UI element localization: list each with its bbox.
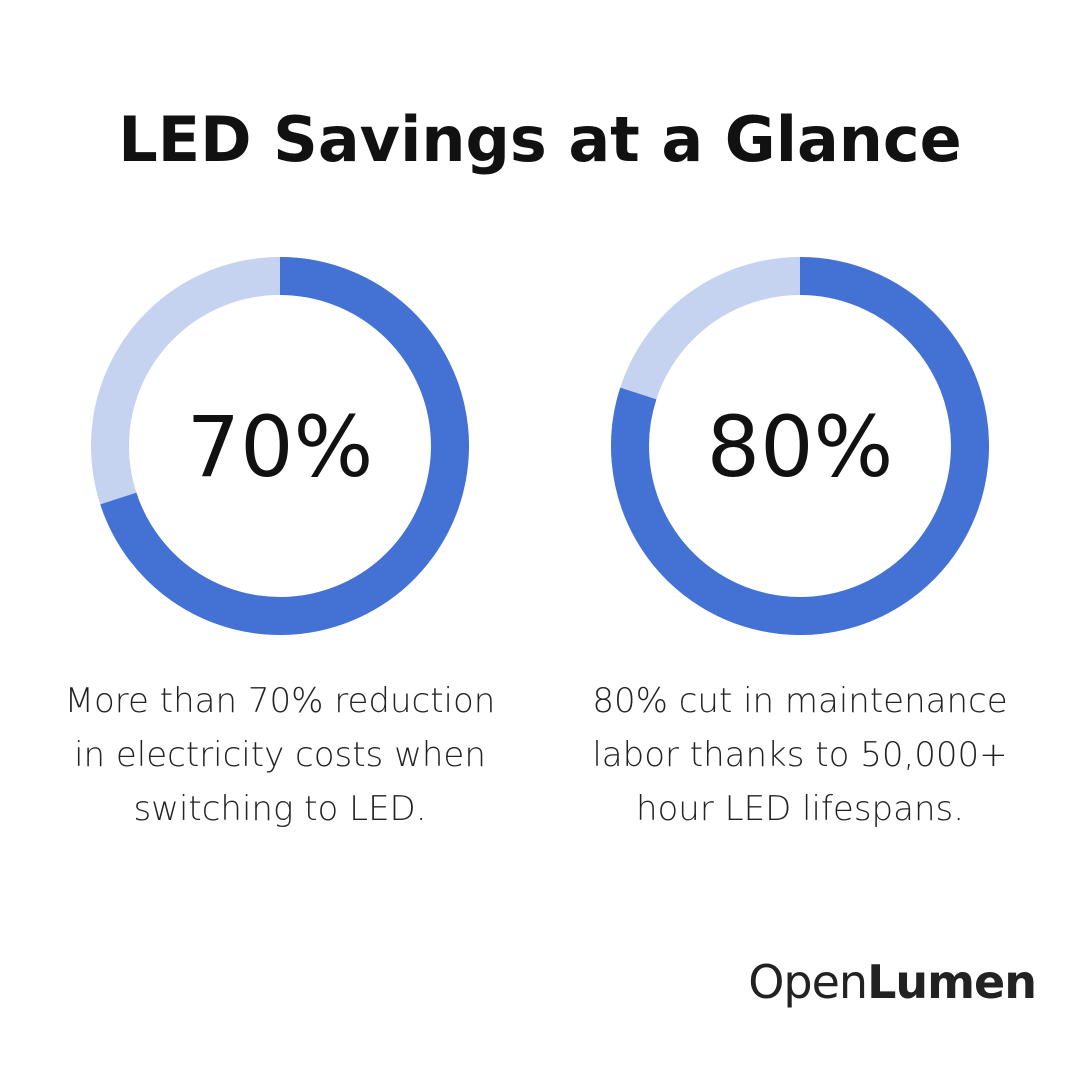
donut-svg-maintenance: 80%: [611, 257, 989, 635]
page-title: LED Savings at a Glance: [118, 103, 962, 176]
logo-word-lumen: Lumen: [867, 955, 1037, 1009]
logo-word-open: Open: [748, 955, 868, 1009]
caption-line: switching to LED.: [133, 789, 427, 829]
caption-electricity: More than 70% reduction in electricity c…: [20, 674, 540, 836]
donut-value-label-maintenance: 80%: [707, 398, 894, 496]
caption-maintenance: 80% cut in maintenance labor thanks to 5…: [540, 674, 1060, 836]
donut-value-label-electricity: 70%: [187, 398, 374, 496]
caption-line: labor thanks to 50,000+: [592, 735, 1008, 775]
brand-logo: OpenLumen: [748, 950, 1037, 1014]
donut-chart-electricity: 70%: [91, 257, 469, 635]
donut-value-arc-electricity: [100, 257, 469, 635]
caption-line: hour LED lifespans.: [635, 789, 965, 829]
caption-line: in electricity costs when: [74, 735, 486, 775]
caption-line: 80% cut in maintenance: [592, 681, 1008, 721]
donut-svg-electricity: 70%: [91, 257, 469, 635]
caption-line: More than 70% reduction: [64, 681, 496, 721]
donut-value-arc-maintenance: [611, 257, 989, 635]
donut-chart-maintenance: 80%: [611, 257, 989, 635]
